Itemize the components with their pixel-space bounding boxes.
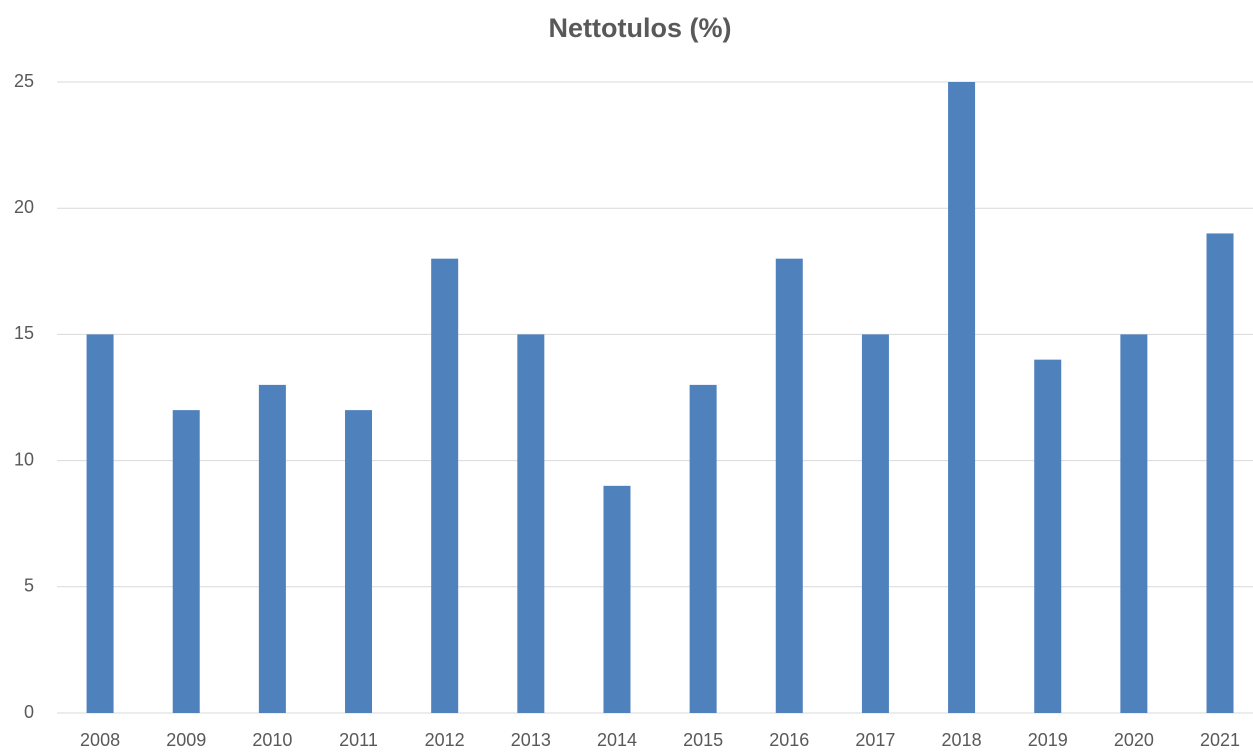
bar xyxy=(517,334,545,713)
bar xyxy=(1034,359,1062,713)
bar xyxy=(603,485,631,713)
bar xyxy=(172,410,200,713)
x-tick-label: 2018 xyxy=(942,730,982,750)
x-tick-label: 2017 xyxy=(855,730,895,750)
x-tick-label: 2008 xyxy=(80,730,120,750)
bar xyxy=(861,334,889,713)
x-tick-label: 2020 xyxy=(1114,730,1154,750)
bar xyxy=(1206,233,1234,713)
x-tick-label: 2010 xyxy=(252,730,292,750)
bar xyxy=(258,384,286,713)
bar xyxy=(689,384,717,713)
y-tick-label: 5 xyxy=(24,576,34,596)
y-tick-label: 10 xyxy=(14,449,34,469)
bar xyxy=(948,82,976,713)
y-tick-label: 0 xyxy=(24,702,34,722)
x-tick-label: 2016 xyxy=(769,730,809,750)
x-tick-label: 2021 xyxy=(1200,730,1240,750)
bar xyxy=(775,258,803,713)
bar xyxy=(431,258,459,713)
y-tick-label: 20 xyxy=(14,197,34,217)
x-tick-label: 2009 xyxy=(166,730,206,750)
bar xyxy=(345,410,373,713)
x-tick-label: 2019 xyxy=(1028,730,1068,750)
x-tick-label: 2014 xyxy=(597,730,637,750)
y-tick-label: 25 xyxy=(14,71,34,91)
bar xyxy=(1120,334,1148,713)
x-tick-label: 2013 xyxy=(511,730,551,750)
x-tick-label: 2015 xyxy=(683,730,723,750)
y-tick-label: 15 xyxy=(14,323,34,343)
x-tick-label: 2011 xyxy=(339,730,378,750)
chart-title: Nettotulos (%) xyxy=(549,13,732,43)
bar xyxy=(86,334,114,713)
x-tick-label: 2012 xyxy=(425,730,465,750)
